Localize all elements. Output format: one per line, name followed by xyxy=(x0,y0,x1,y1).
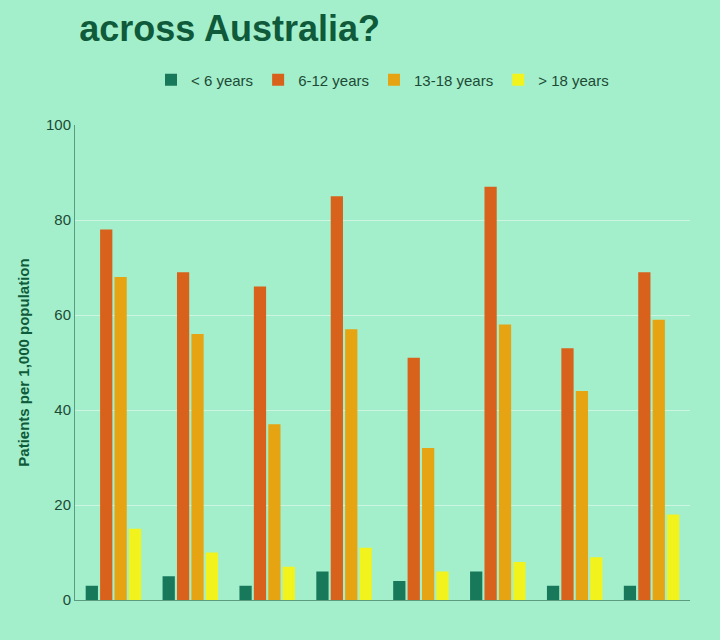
svg-text:20: 20 xyxy=(54,496,71,513)
svg-text:60: 60 xyxy=(54,306,71,323)
svg-text:< 6 years: < 6 years xyxy=(191,72,253,89)
svg-text:6-12 years: 6-12 years xyxy=(298,72,369,89)
svg-text:100: 100 xyxy=(46,116,71,133)
svg-text:80: 80 xyxy=(54,211,71,228)
svg-text:across Australia?: across Australia? xyxy=(79,8,380,49)
svg-text:0: 0 xyxy=(63,591,71,608)
svg-text:> 18 years: > 18 years xyxy=(538,72,608,89)
svg-text:Patients per 1,000 population: Patients per 1,000 population xyxy=(15,258,32,466)
svg-text:40: 40 xyxy=(54,401,71,418)
svg-text:13-18 years: 13-18 years xyxy=(414,72,493,89)
